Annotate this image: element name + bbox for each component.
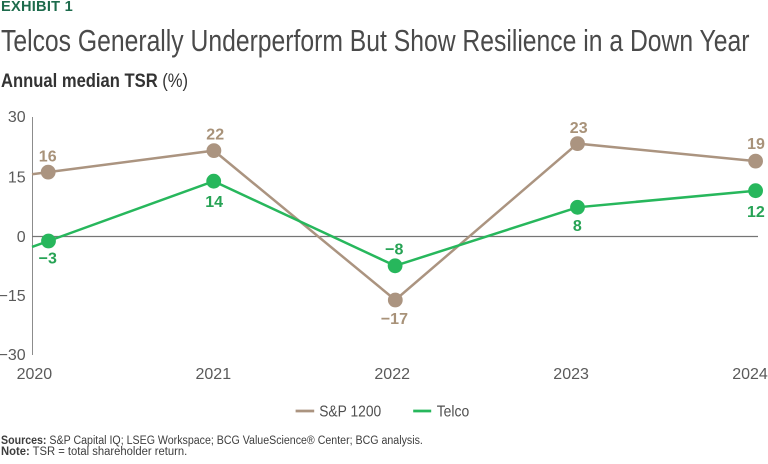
svg-text:2021: 2021 bbox=[196, 366, 232, 383]
svg-text:Telco: Telco bbox=[437, 404, 470, 421]
svg-text:−15: −15 bbox=[0, 288, 26, 305]
svg-text:−17: −17 bbox=[381, 311, 408, 328]
svg-text:22: 22 bbox=[206, 126, 224, 143]
svg-text:30: 30 bbox=[8, 109, 26, 126]
svg-text:23: 23 bbox=[570, 120, 588, 137]
svg-text:2020: 2020 bbox=[17, 366, 53, 383]
svg-text:2022: 2022 bbox=[374, 366, 410, 383]
svg-text:S&P 1200: S&P 1200 bbox=[319, 404, 381, 421]
svg-text:−30: −30 bbox=[0, 347, 26, 364]
svg-text:−3: −3 bbox=[39, 251, 57, 268]
svg-text:19: 19 bbox=[747, 136, 765, 153]
svg-text:16: 16 bbox=[39, 148, 57, 165]
svg-text:15: 15 bbox=[8, 170, 26, 187]
svg-text:14: 14 bbox=[205, 194, 223, 211]
svg-text:12: 12 bbox=[747, 204, 765, 221]
svg-text:−8: −8 bbox=[385, 242, 403, 259]
svg-text:2024: 2024 bbox=[732, 366, 768, 383]
svg-text:8: 8 bbox=[573, 218, 582, 235]
svg-text:2023: 2023 bbox=[553, 366, 589, 383]
svg-text:0: 0 bbox=[17, 229, 26, 246]
